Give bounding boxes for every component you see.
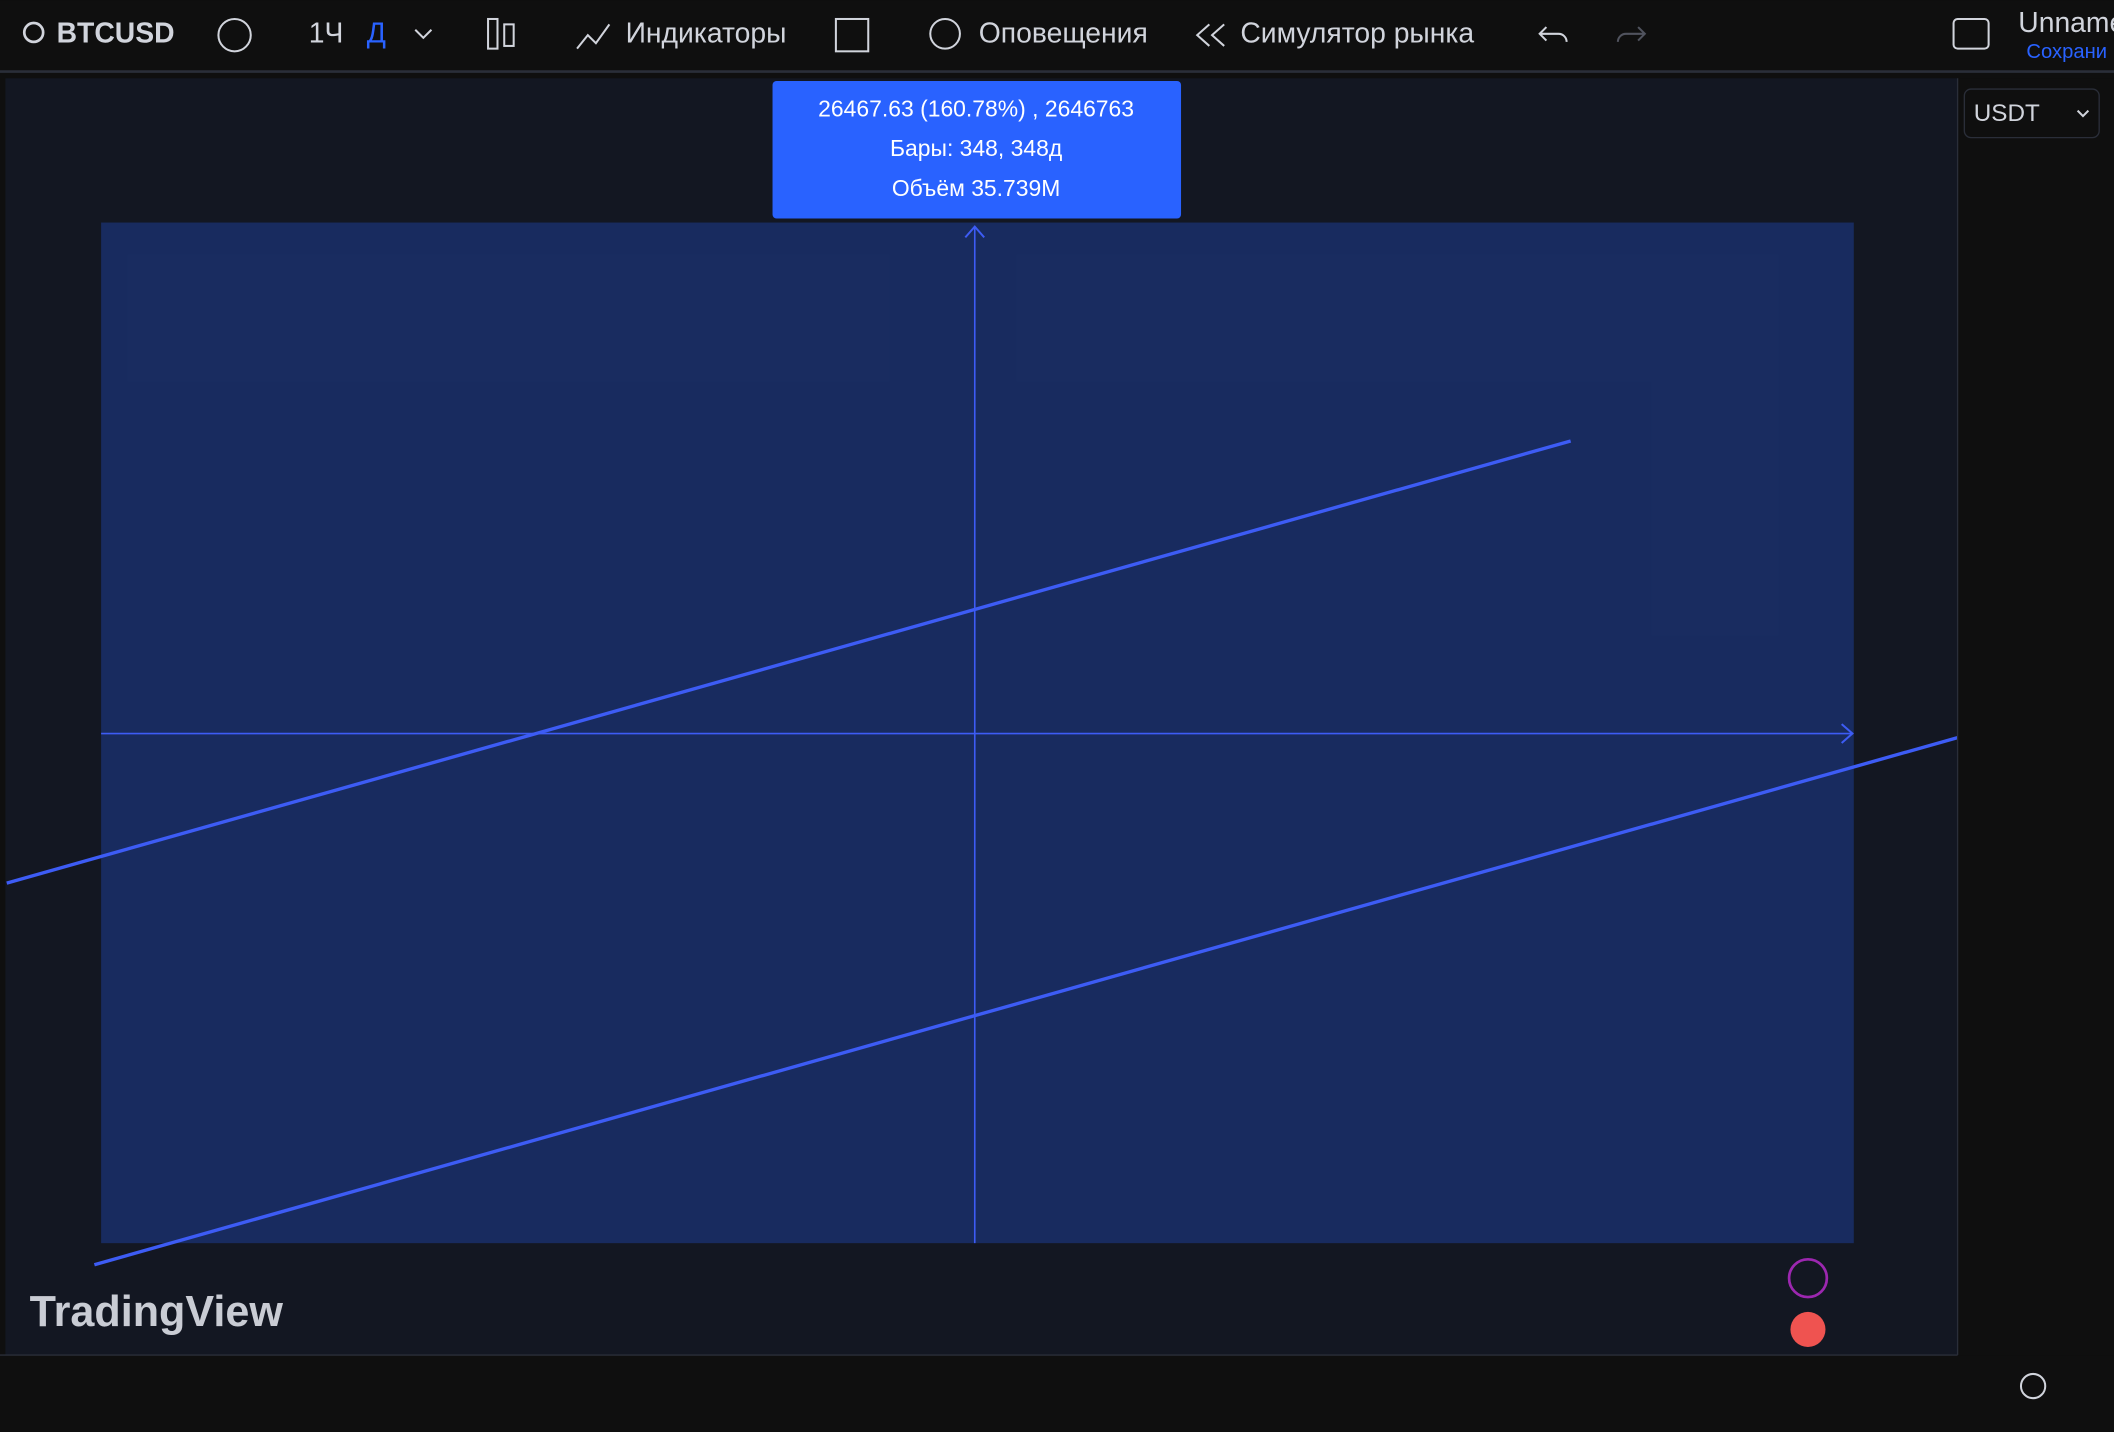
tooltip-line: Бары: 348, 348д bbox=[890, 135, 1062, 161]
layout-name[interactable]: Unname bbox=[2018, 6, 2114, 38]
price-axis bbox=[1957, 78, 2114, 1356]
interval-dropdown[interactable] bbox=[414, 29, 433, 40]
currency-dropdown bbox=[2076, 109, 2090, 118]
symbol[interactable]: BTCUSD bbox=[57, 17, 175, 49]
alerts-icon bbox=[929, 17, 961, 50]
trend-line[interactable] bbox=[93, 735, 1959, 1267]
templates-button[interactable] bbox=[834, 17, 870, 53]
alerts-button[interactable]: Оповещения bbox=[979, 17, 1148, 49]
watermark: TradingView bbox=[30, 1288, 284, 1336]
compare-button[interactable] bbox=[217, 17, 252, 53]
time-axis bbox=[0, 1355, 2114, 1432]
events-icon[interactable] bbox=[1790, 1311, 1826, 1347]
replay-icon bbox=[1195, 23, 1225, 47]
undo-button[interactable] bbox=[1538, 26, 1568, 43]
interval-button[interactable]: Д bbox=[367, 17, 386, 49]
plot-area bbox=[5, 78, 1958, 1356]
measure-tooltip bbox=[772, 80, 1182, 219]
trend-line[interactable] bbox=[6, 439, 1572, 885]
indicators-icon bbox=[576, 23, 611, 50]
range-arrow-head bbox=[1840, 723, 1854, 744]
tooltip-line: Объём 35.739M bbox=[892, 175, 1061, 201]
chart-type-button[interactable] bbox=[487, 17, 499, 50]
replay-button[interactable]: Симулятор рынка bbox=[1240, 17, 1474, 49]
range-arrow-head bbox=[964, 225, 985, 239]
layout-button[interactable] bbox=[1952, 17, 1990, 50]
search-icon[interactable] bbox=[22, 21, 45, 44]
ideas-icon[interactable] bbox=[1787, 1257, 1829, 1299]
settings-button[interactable] bbox=[2019, 1372, 2047, 1400]
currency[interactable]: USDT bbox=[1974, 100, 2040, 127]
chart-type-button bbox=[503, 23, 515, 47]
currency-select[interactable] bbox=[1963, 88, 2100, 139]
redo-button[interactable] bbox=[1616, 26, 1647, 43]
indicators-button[interactable]: Индикаторы bbox=[626, 17, 787, 49]
toolbar: BTCUSD 1Ч Д Индикаторы Оповещения Симуля… bbox=[0, 6, 2114, 73]
save-status[interactable]: Сохрани bbox=[2026, 41, 2107, 63]
interval-button[interactable]: 1Ч bbox=[309, 17, 344, 49]
tooltip-line: 26467.63 (160.78%) , 2646763 bbox=[818, 96, 1134, 122]
